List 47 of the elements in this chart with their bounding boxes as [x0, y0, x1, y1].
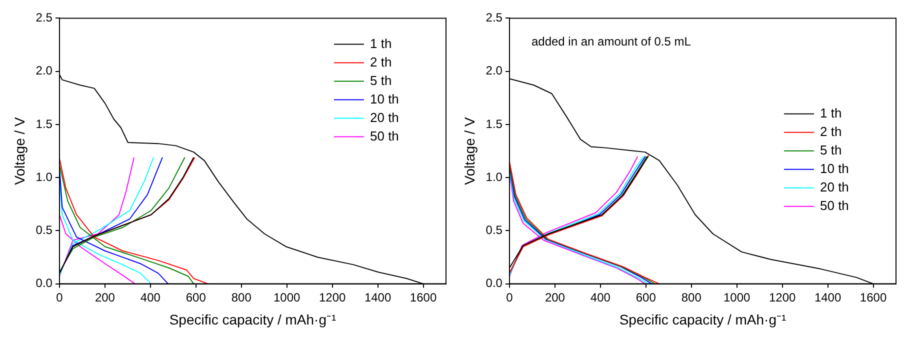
x-tick-label: 600: [186, 290, 206, 304]
x-tick-label: 800: [681, 290, 702, 304]
legend-label: 20 th: [820, 179, 849, 194]
x-tick-label: 400: [140, 290, 161, 304]
legend-label: 5 th: [370, 72, 392, 88]
y-tick-label: 1.5: [486, 116, 503, 131]
x-tick-label: 1600: [410, 290, 437, 304]
x-tick-label: 600: [636, 290, 656, 304]
x-tick-label: 1000: [723, 290, 751, 304]
y-tick-label: 1.0: [36, 170, 53, 184]
legend-label: 5 th: [820, 142, 842, 158]
y-tick-label: 2.0: [36, 64, 53, 78]
legend-label: 2 th: [820, 124, 842, 139]
y-tick-label: 1.5: [36, 116, 53, 131]
x-tick-label: 1200: [318, 290, 346, 304]
x-tick-label: 1400: [364, 290, 392, 304]
x-tick-label: 200: [544, 290, 566, 304]
legend-label: 1 th: [820, 105, 842, 120]
legend-label: 1 th: [370, 36, 392, 51]
y-tick-label: 0.5: [486, 222, 503, 237]
y-tick-label: 2.5: [486, 10, 503, 25]
y-tick-label: 0.0: [36, 276, 53, 290]
legend-label: 50 th: [370, 128, 399, 144]
legend-label: 2 th: [370, 54, 392, 70]
y-axis-title: Voltage / V: [461, 116, 478, 185]
y-axis-title: Voltage / V: [11, 116, 28, 185]
legend-label: 50 th: [820, 198, 849, 213]
y-tick-label: 1.0: [486, 170, 503, 184]
legend-label: 20 th: [370, 110, 399, 125]
x-tick-label: 200: [94, 290, 116, 304]
x-tick-label: 0: [506, 290, 514, 304]
x-tick-label: 800: [231, 290, 252, 304]
x-tick-label: 1400: [814, 290, 842, 304]
x-tick-label: 400: [590, 290, 611, 304]
x-tick-label: 1600: [860, 290, 887, 304]
y-tick-label: 0.0: [486, 276, 503, 290]
x-tick-label: 1000: [273, 290, 301, 304]
x-axis-title: Specific capacity / mAh·g⁻¹: [619, 311, 786, 328]
annotation: added in an amount of 0.5 mL: [531, 34, 692, 49]
y-tick-label: 0.5: [36, 222, 53, 237]
x-tick-label: 1200: [768, 290, 796, 304]
x-tick-label: 0: [56, 290, 64, 304]
y-tick-label: 2.0: [486, 64, 503, 78]
legend-label: 10 th: [370, 91, 399, 106]
x-axis-title: Specific capacity / mAh·g⁻¹: [169, 311, 336, 328]
legend-label: 10 th: [820, 160, 849, 176]
y-tick-label: 2.5: [36, 10, 53, 25]
